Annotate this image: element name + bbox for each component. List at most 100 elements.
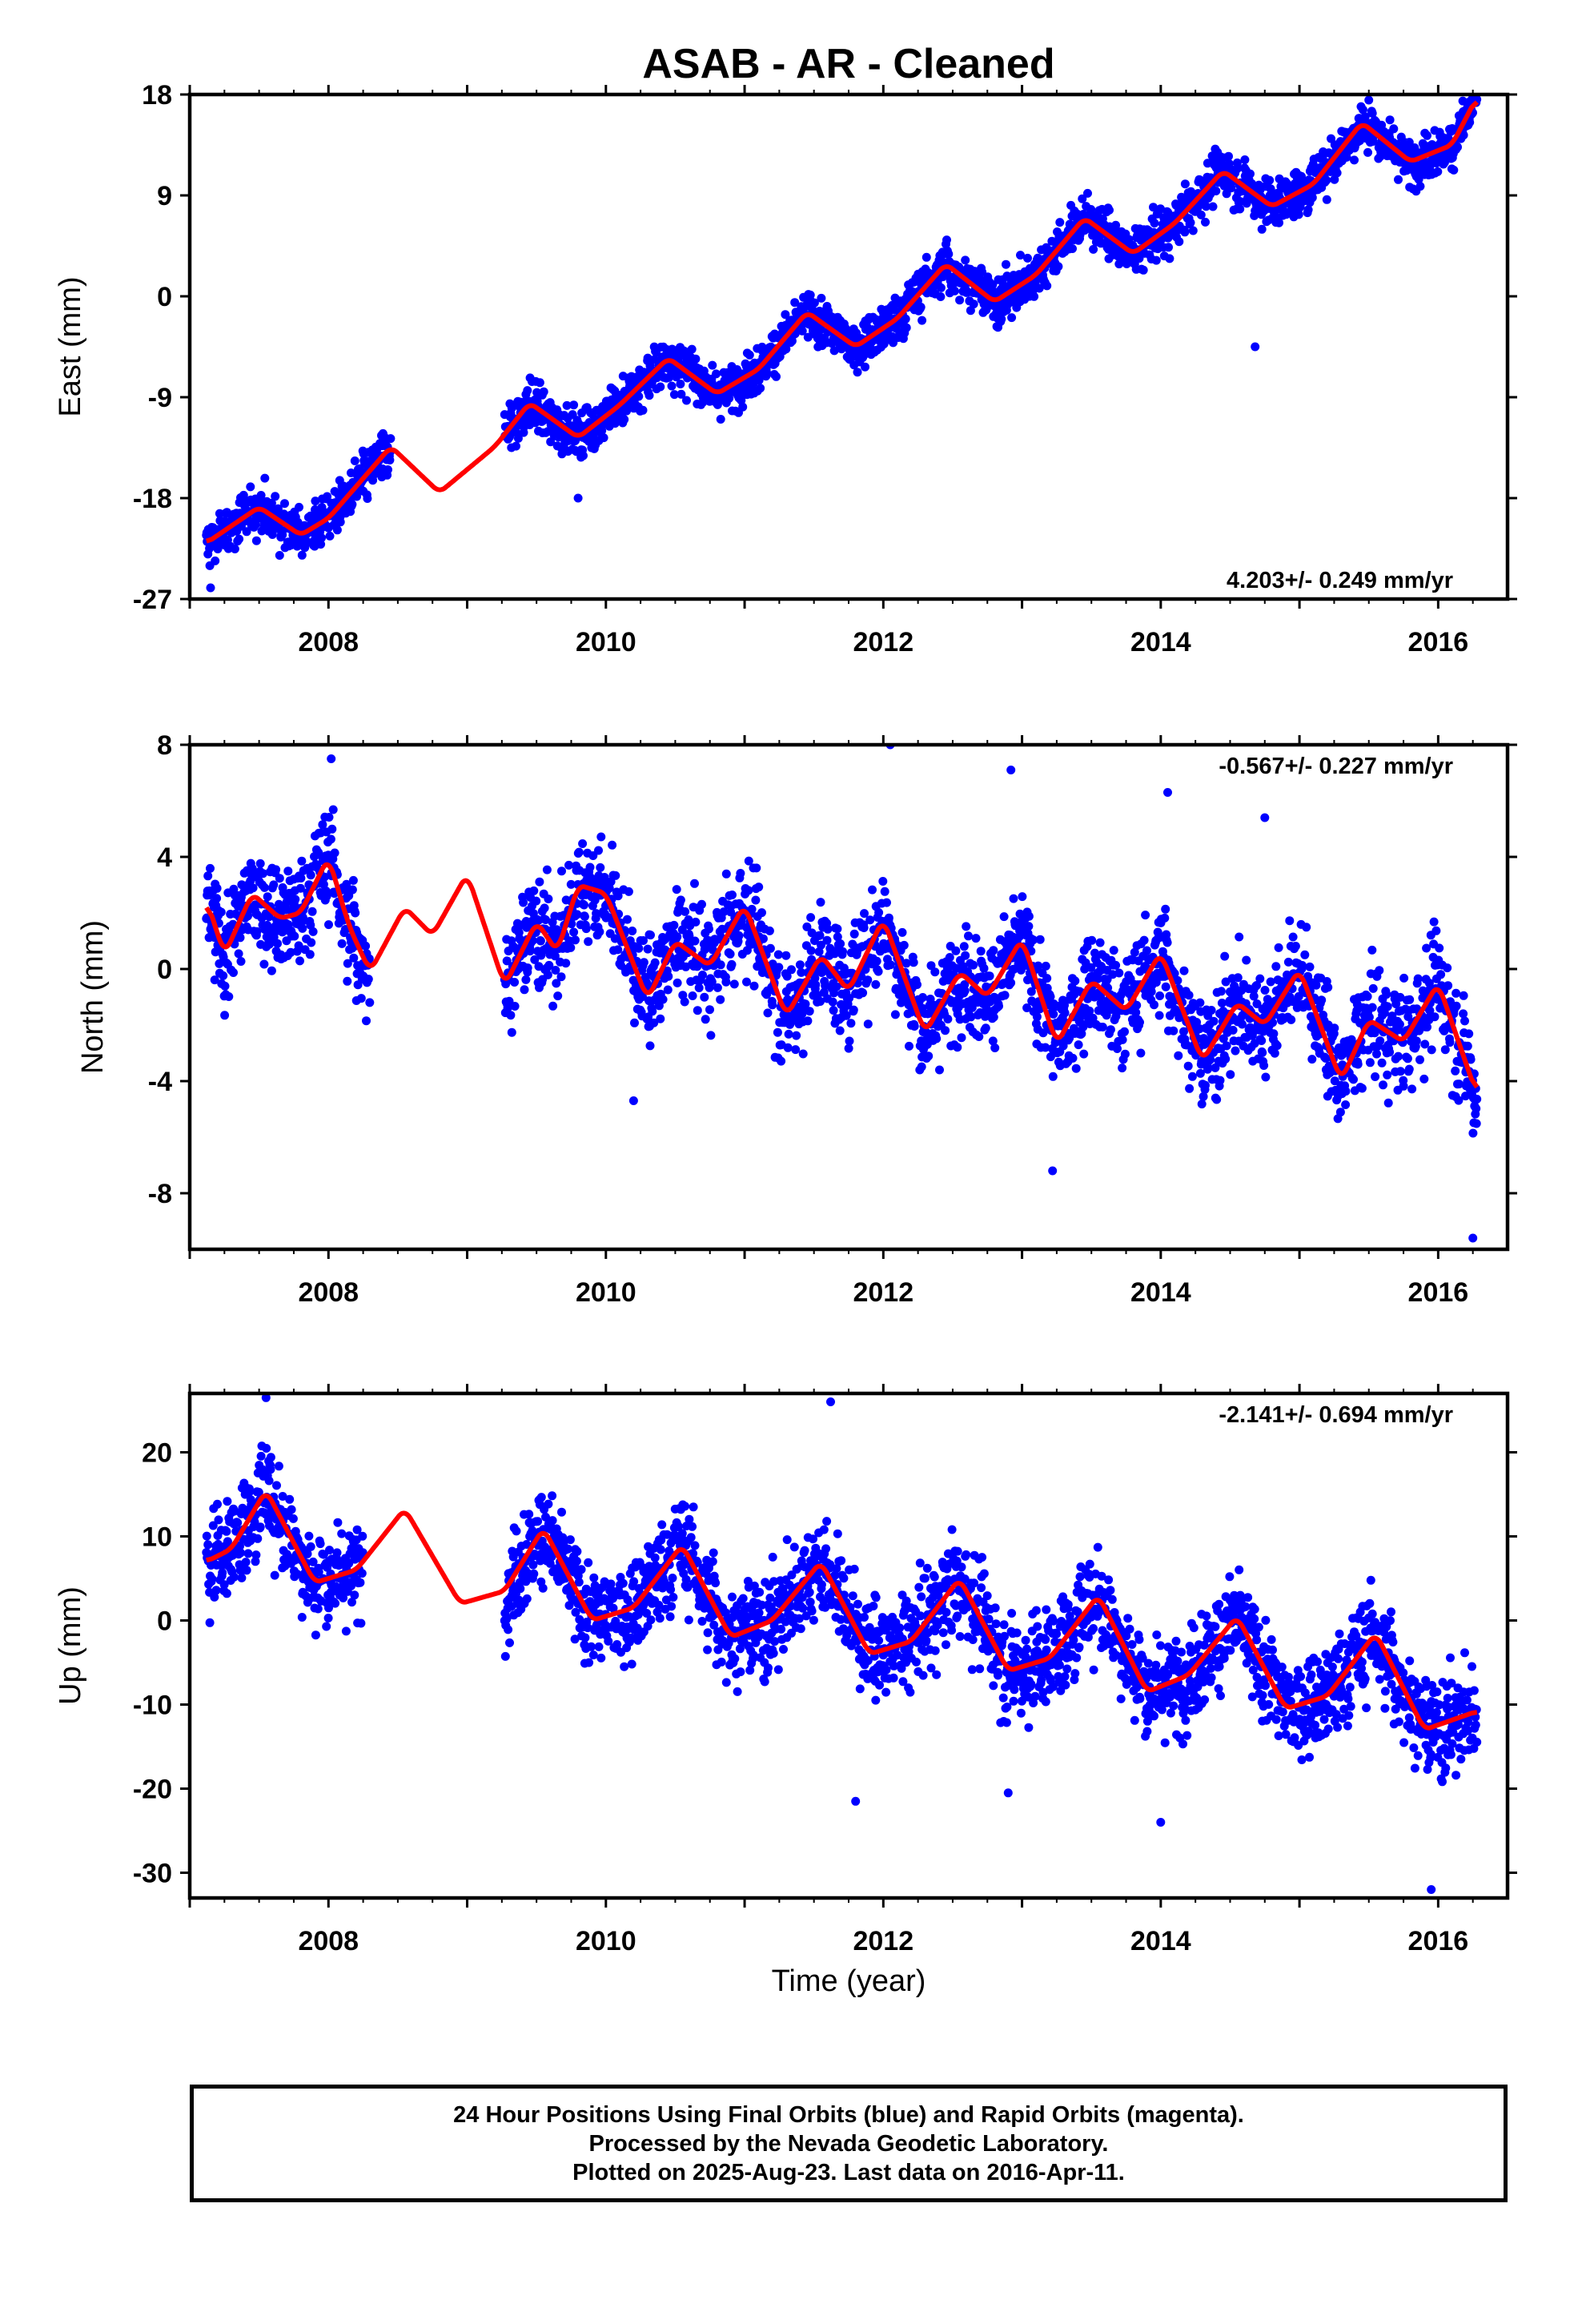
data-point <box>1109 946 1118 955</box>
data-point <box>988 1036 998 1046</box>
data-point <box>1211 1063 1220 1072</box>
data-point <box>792 1031 801 1040</box>
data-point <box>809 298 819 308</box>
data-point <box>1415 182 1425 191</box>
data-point <box>773 950 783 959</box>
x-tick-label: 2012 <box>853 627 913 657</box>
fit-line-east <box>205 100 1479 544</box>
data-point <box>814 947 824 956</box>
data-point <box>295 502 303 512</box>
data-point <box>729 979 739 989</box>
data-point <box>868 885 877 895</box>
data-point <box>1034 283 1044 293</box>
data-point <box>1078 194 1087 203</box>
data-point <box>1060 1008 1070 1018</box>
data-point <box>541 915 550 924</box>
data-point <box>971 934 981 943</box>
data-point <box>275 874 284 883</box>
data-point <box>691 917 701 927</box>
data-point <box>664 971 673 981</box>
data-point <box>235 534 244 544</box>
data-point <box>1195 998 1205 1007</box>
data-point <box>1271 962 1281 971</box>
data-point <box>566 879 576 889</box>
data-point <box>829 346 839 356</box>
data-point <box>1452 1001 1461 1011</box>
data-point <box>643 944 652 954</box>
data-point <box>955 296 965 305</box>
data-point <box>1221 977 1231 987</box>
data-point <box>572 910 582 919</box>
data-point <box>543 970 552 979</box>
data-point <box>1452 988 1461 998</box>
data-point <box>736 869 745 878</box>
data-point <box>997 315 1006 324</box>
data-point <box>267 966 276 975</box>
data-point <box>1341 1100 1351 1109</box>
data-point <box>1201 1080 1210 1090</box>
data-point <box>1330 1076 1339 1086</box>
data-point <box>1394 175 1403 184</box>
data-point <box>252 927 262 936</box>
data-point <box>1173 975 1182 985</box>
data-point <box>1423 1023 1431 1031</box>
data-point <box>1413 974 1423 983</box>
data-point <box>502 956 512 966</box>
data-point <box>951 946 961 955</box>
data-point <box>1246 169 1255 179</box>
data-point <box>1453 143 1462 152</box>
data-point <box>324 920 333 930</box>
data-point <box>961 255 970 265</box>
data-point <box>985 971 994 981</box>
data-point <box>1095 938 1105 947</box>
data-point <box>688 991 697 1000</box>
data-point <box>1257 1036 1267 1045</box>
data-point <box>1150 1000 1158 1010</box>
data-point <box>1046 992 1055 1001</box>
data-point <box>1350 155 1359 165</box>
data-point <box>1270 1048 1279 1058</box>
data-point <box>1377 1058 1387 1068</box>
data-point <box>1430 1012 1439 1022</box>
data-point <box>628 927 637 935</box>
data-point <box>960 986 970 995</box>
data-point <box>1206 1055 1215 1064</box>
data-point <box>1454 1096 1464 1105</box>
data-point <box>1150 219 1159 228</box>
data-point <box>901 323 911 332</box>
data-point <box>1120 1027 1129 1036</box>
data-point <box>327 824 337 834</box>
data-point <box>504 996 514 1006</box>
data-point <box>798 1049 808 1059</box>
data-point <box>639 958 648 967</box>
data-point <box>1235 204 1245 214</box>
data-point <box>351 908 360 918</box>
data-point <box>705 1005 714 1015</box>
data-point <box>620 415 629 424</box>
data-point <box>1111 960 1121 970</box>
data-point <box>539 387 548 396</box>
data-point <box>1252 999 1262 1008</box>
data-point <box>1255 974 1265 983</box>
data-point <box>829 1006 838 1015</box>
data-point <box>206 583 215 593</box>
data-point <box>556 972 566 982</box>
data-point <box>1007 313 1017 323</box>
data-point <box>1174 237 1184 247</box>
y-tick-label: 0 <box>157 282 172 312</box>
data-point <box>297 856 307 866</box>
data-point <box>1130 947 1139 957</box>
data-point <box>1251 342 1260 352</box>
data-point <box>1260 986 1270 995</box>
data-point <box>335 517 345 527</box>
data-point <box>1420 1039 1430 1049</box>
data-point <box>757 908 766 918</box>
data-point <box>1030 292 1039 301</box>
data-point <box>950 286 959 296</box>
data-point <box>1024 911 1034 921</box>
data-point <box>220 981 230 991</box>
data-point <box>1138 265 1148 275</box>
data-point <box>1322 195 1331 204</box>
data-point <box>1162 938 1172 947</box>
data-point <box>259 869 267 879</box>
